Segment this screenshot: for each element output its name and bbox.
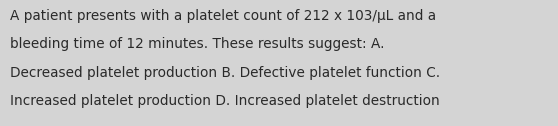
Text: Decreased platelet production B. Defective platelet function C.: Decreased platelet production B. Defecti… <box>10 66 440 80</box>
Text: bleeding time of 12 minutes. These results suggest: A.: bleeding time of 12 minutes. These resul… <box>10 37 384 51</box>
Text: A patient presents with a platelet count of 212 x 103/μL and a: A patient presents with a platelet count… <box>10 9 436 23</box>
Text: Increased platelet production D. Increased platelet destruction: Increased platelet production D. Increas… <box>10 94 440 108</box>
